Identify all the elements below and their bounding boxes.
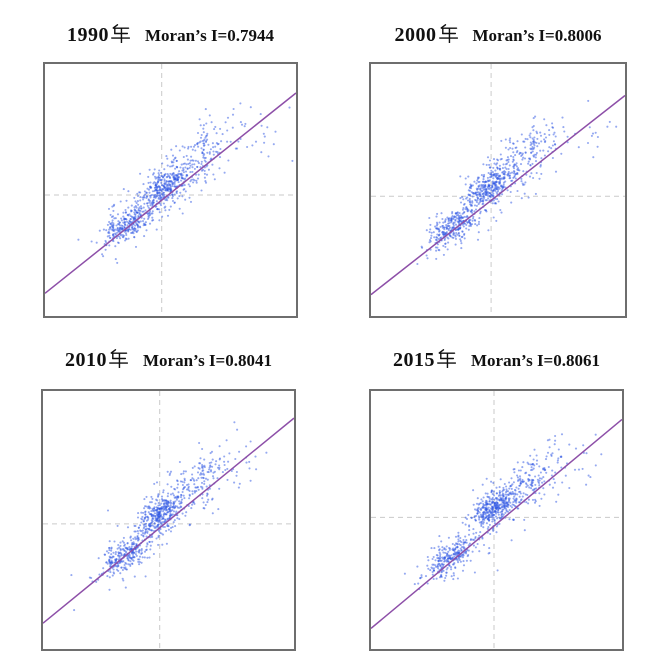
plot-title-2015: 2015 Moran’s I=0.8061 bbox=[369, 347, 624, 375]
moran-scatterplot-2010 bbox=[41, 389, 296, 651]
trend-line bbox=[43, 417, 294, 624]
moran-scatterplot-2000 bbox=[369, 62, 627, 318]
moran-scatterplot-2015 bbox=[369, 389, 624, 651]
plot-title-2010: 2010 Moran’s I=0.8041 bbox=[41, 347, 296, 375]
moran-value-label: Moran’s I=0.8006 bbox=[472, 26, 602, 45]
scatter-points bbox=[70, 421, 268, 612]
plot-title-1990: 1990 Moran’s I=0.7944 bbox=[43, 22, 298, 50]
scatter-points bbox=[416, 99, 618, 266]
year-suffix-icon bbox=[438, 24, 458, 44]
trend-line bbox=[371, 94, 625, 296]
year-label: 2010 bbox=[65, 349, 107, 371]
year-suffix-icon bbox=[111, 24, 131, 44]
trend-line bbox=[371, 418, 622, 629]
moran-scatter-svg bbox=[371, 391, 622, 649]
moran-value-label: Moran’s I=0.7944 bbox=[145, 26, 274, 45]
scatter-points bbox=[403, 433, 603, 591]
year-suffix-icon bbox=[109, 349, 129, 369]
moran-scatter-svg bbox=[371, 64, 625, 316]
plot-title-2000: 2000 Moran’s I=0.8006 bbox=[369, 22, 627, 50]
moran-value-label: Moran’s I=0.8061 bbox=[471, 351, 600, 370]
year-suffix-icon bbox=[437, 349, 457, 369]
moran-scatter-svg bbox=[45, 64, 296, 316]
moran-value-label: Moran’s I=0.8041 bbox=[143, 351, 272, 370]
moran-scatter-svg bbox=[43, 391, 294, 649]
year-label: 2015 bbox=[393, 349, 435, 371]
year-label: 1990 bbox=[67, 24, 109, 46]
trend-line bbox=[45, 92, 296, 294]
moran-scatterplot-1990 bbox=[43, 62, 298, 318]
year-label: 2000 bbox=[394, 24, 437, 46]
scatter-points bbox=[77, 102, 294, 264]
